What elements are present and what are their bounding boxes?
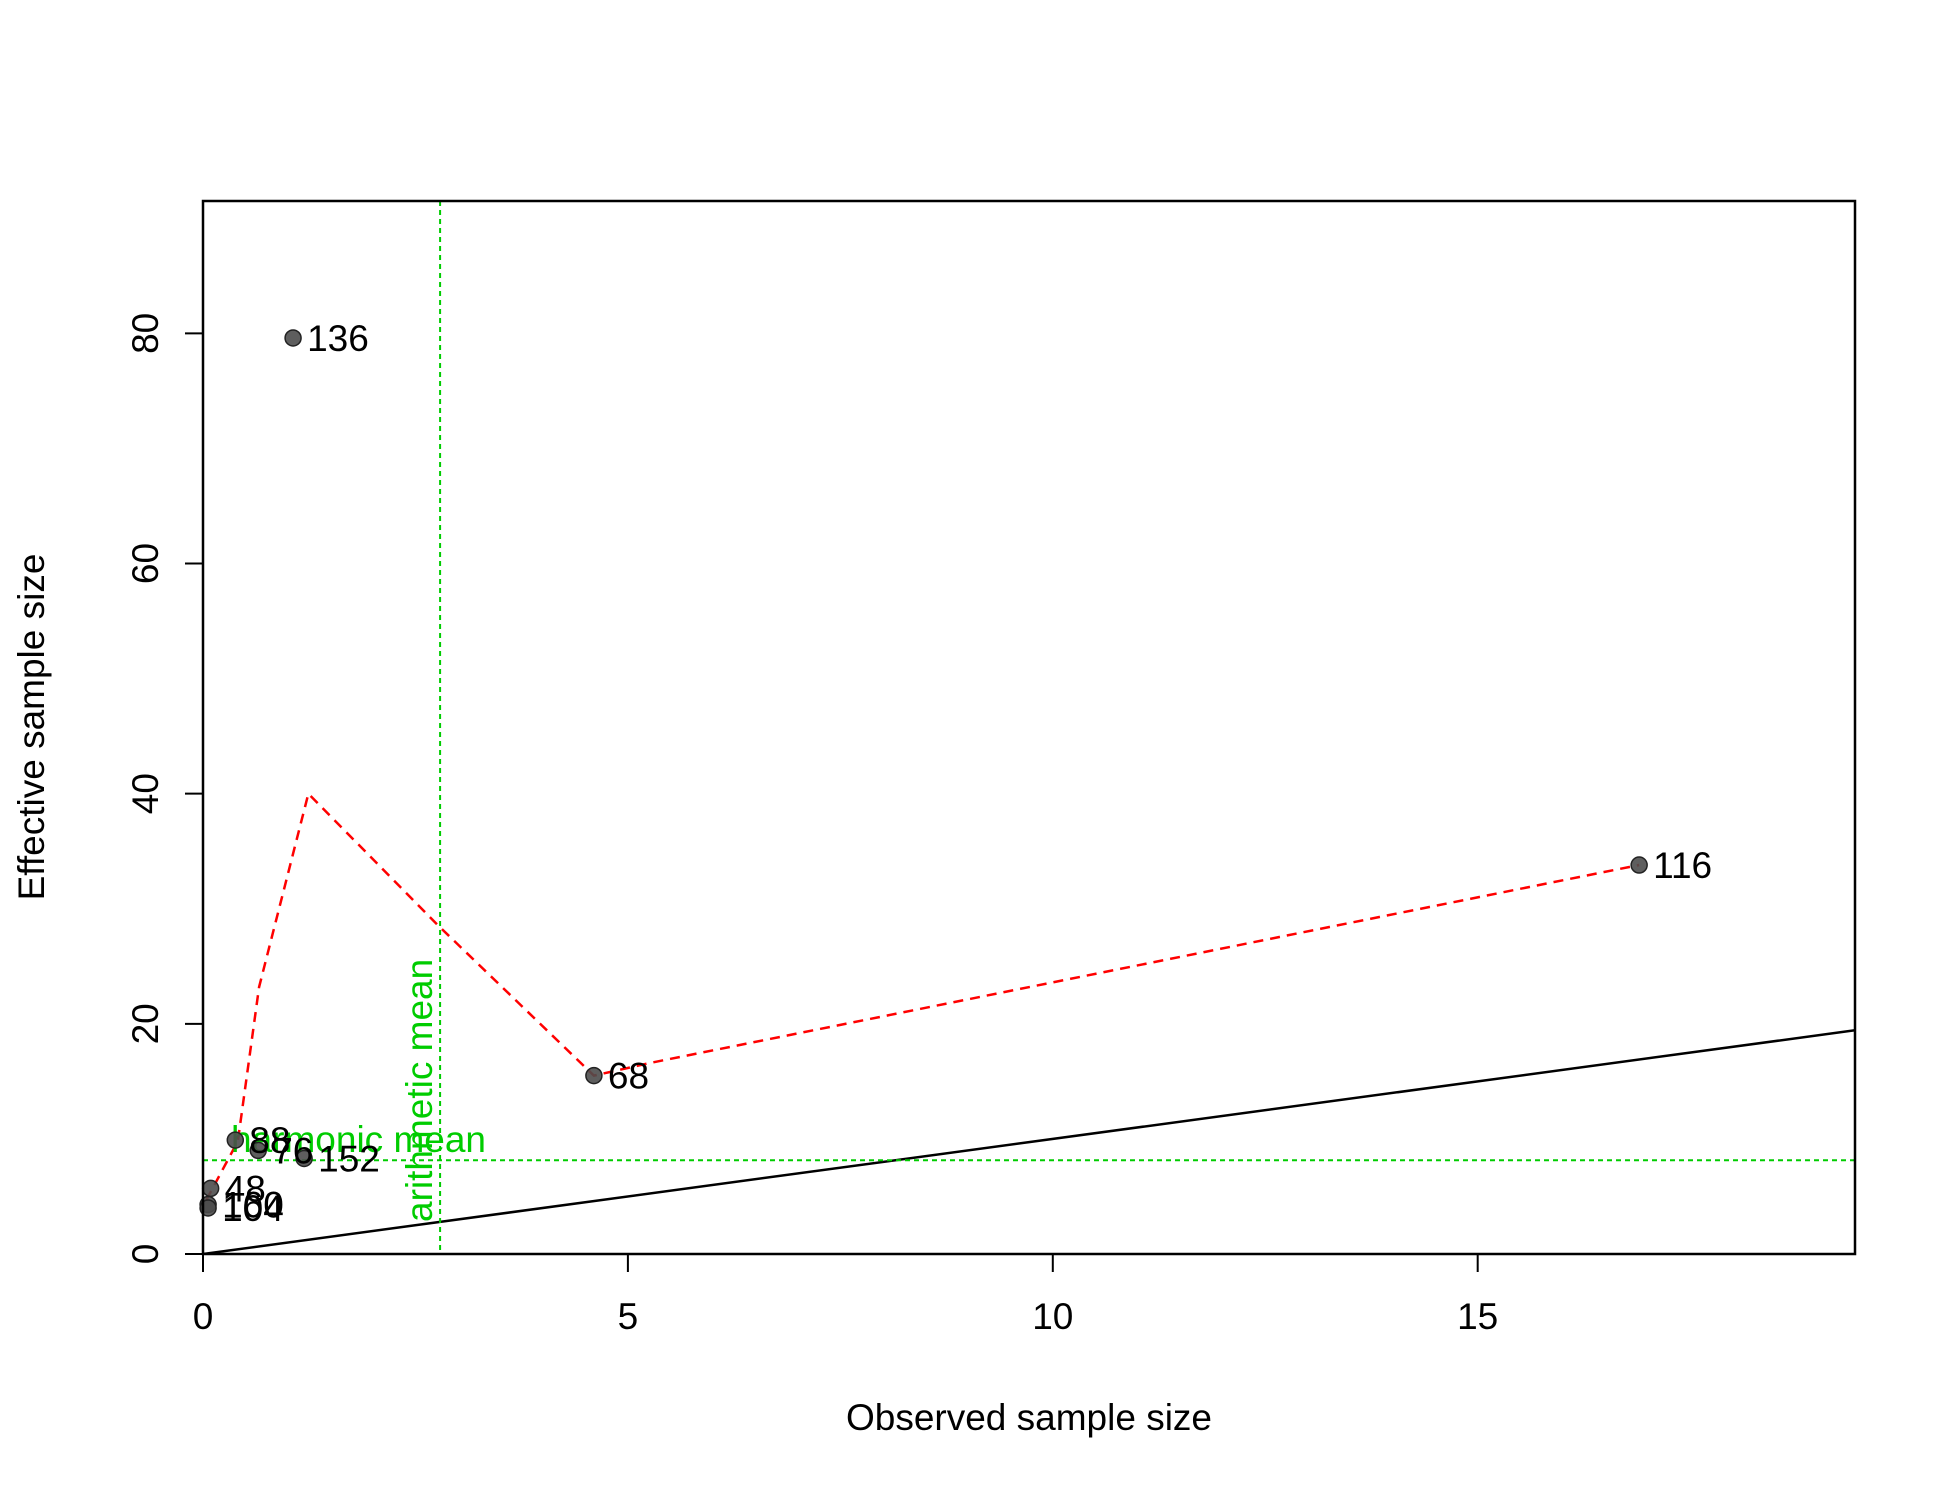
point-label: 88 [249,1120,290,1161]
point [284,329,302,347]
point [295,1149,313,1168]
point-label: 152 [318,1138,380,1179]
x-tick-label: 5 [618,1296,639,1337]
point-label: 104 [222,1188,284,1229]
point [249,1141,267,1160]
x-tick-label: 15 [1457,1296,1498,1337]
point [585,1066,603,1085]
x-tick-label: 0 [193,1296,214,1337]
point [1630,856,1648,874]
y-tick-label: 80 [125,313,166,354]
point [201,1179,220,1198]
plot-frame [201,199,1857,1256]
y-axis-label: Effective sample size [11,554,52,901]
y-tick-label: 20 [125,1003,166,1044]
identity-line [203,1029,1855,1254]
y-tick-label: 0 [125,1244,166,1265]
point-label: 48 [225,1168,266,1209]
hline-label: harmonic mean [231,1119,486,1160]
y-tick-label: 40 [125,773,166,814]
point [226,1131,245,1149]
smooth-line [205,791,1640,1201]
x-tick-label: 10 [1032,1296,1073,1337]
point-label: 68 [608,1056,649,1097]
point-label: 136 [307,318,369,359]
point-label: 76 [272,1130,313,1171]
y-tick-label: 60 [125,543,166,584]
vline-label: arithmetic mean [399,959,440,1222]
point-label: 116 [1653,845,1712,886]
x-axis-label: Observed sample size [846,1397,1212,1438]
point-label: 160 [222,1185,284,1226]
